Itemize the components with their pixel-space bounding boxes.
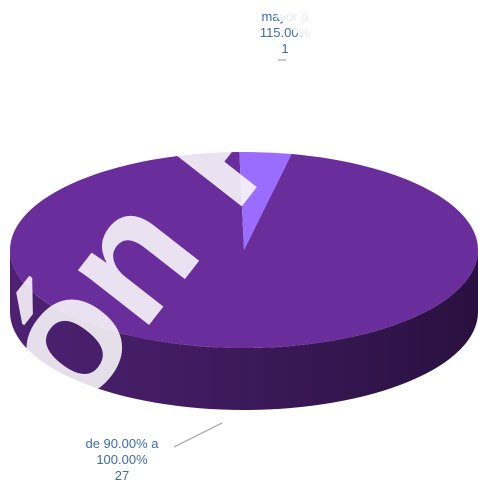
data-label-bottom-value: 27 — [114, 468, 130, 483]
pie-slice-de-90-a-100 — [9, 152, 478, 348]
data-label-bottom-line1: de 90.00% a — [85, 436, 159, 451]
pie-slice-mayor-a-115 — [239, 152, 292, 250]
data-label-de-90-a-100: de 90.00% a 100.00% 27 — [62, 436, 182, 484]
leader-line-bottom — [173, 422, 223, 448]
data-label-top-value: 1 — [281, 41, 289, 56]
pie-side-wall — [10, 250, 478, 410]
data-label-top-line2: 115.00% — [259, 25, 311, 40]
data-label-bottom-line2: 100.00% — [96, 452, 148, 467]
data-label-top-line1: mayor a — [261, 9, 309, 24]
data-label-mayor-a-115: mayor a 115.00% 1 — [245, 9, 325, 57]
